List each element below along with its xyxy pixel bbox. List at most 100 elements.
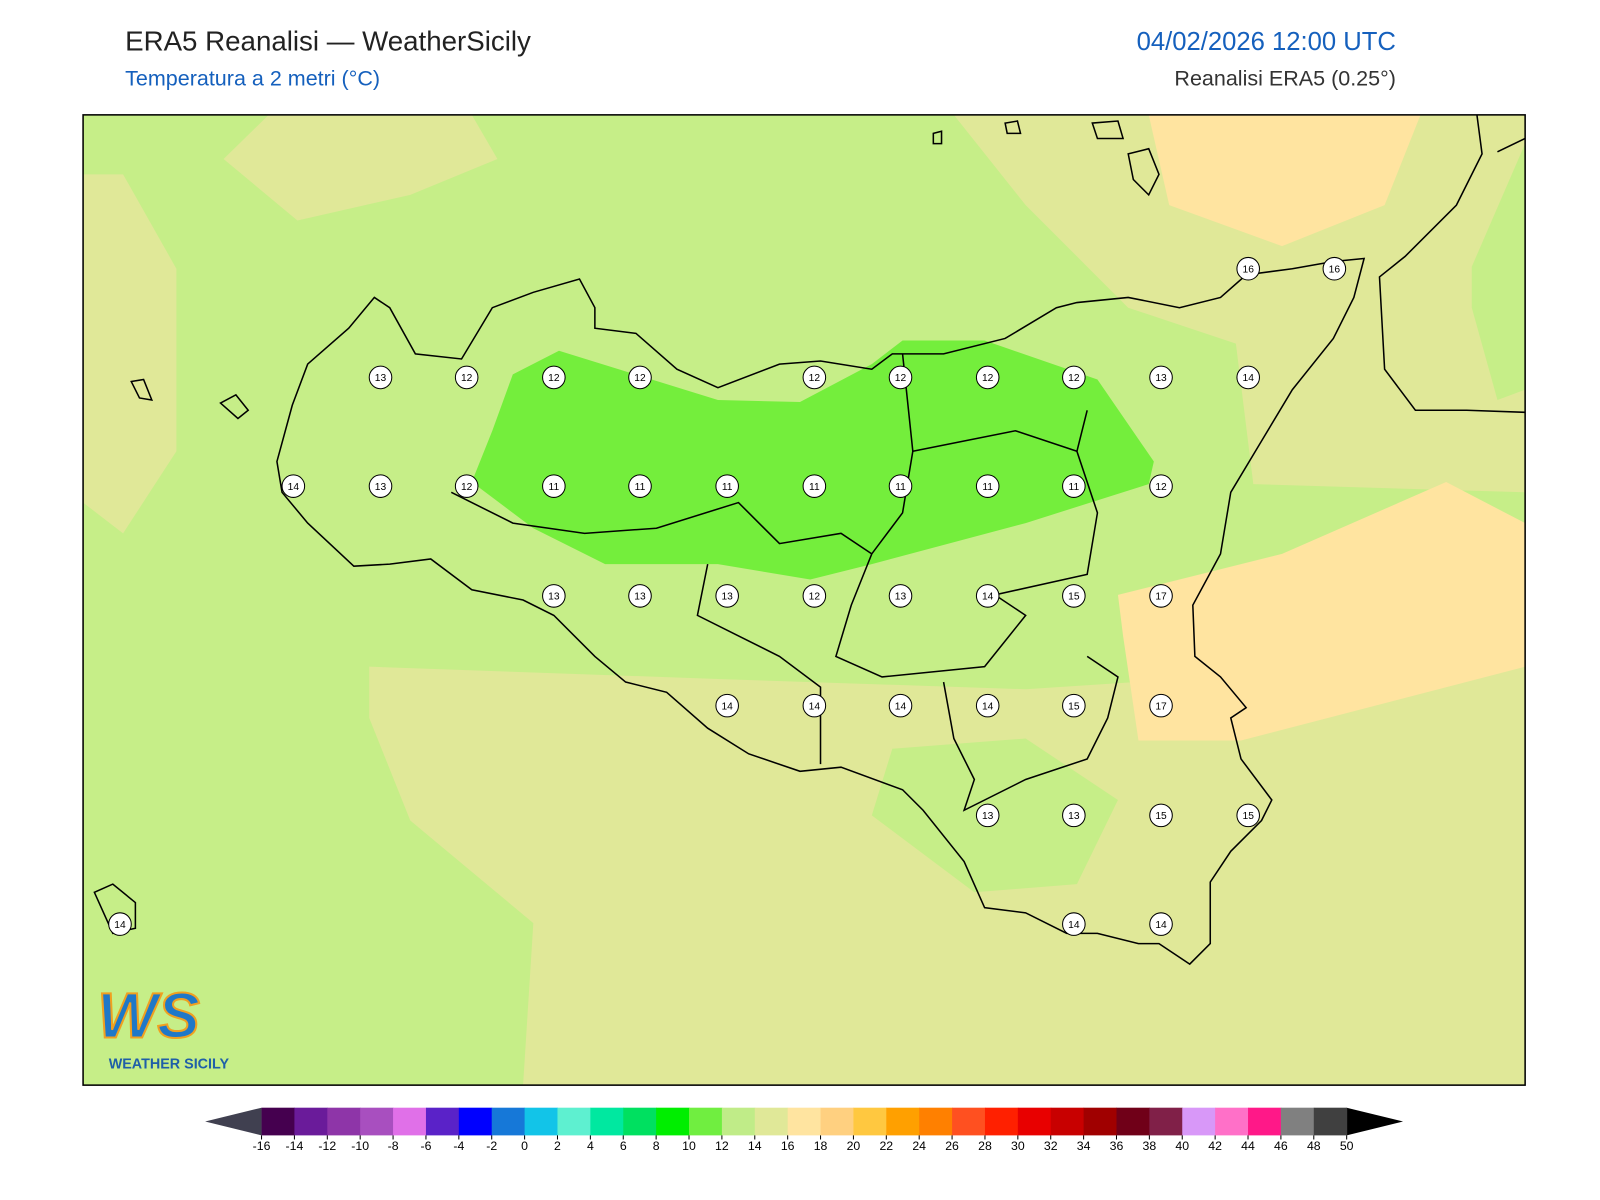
subtitle: Temperatura a 2 metri (°C) (125, 67, 380, 91)
colorbar-tick-label: -16 (253, 1139, 271, 1153)
station-marker (108, 912, 132, 936)
colorbar-bin (1050, 1107, 1085, 1136)
station-value: 14 (1243, 373, 1255, 384)
station-value: 14 (114, 920, 126, 931)
station-marker (542, 584, 566, 608)
station-value: 12 (809, 373, 821, 384)
station-marker (802, 693, 827, 718)
colorbar-bin (952, 1107, 986, 1136)
station-value: 13 (982, 811, 994, 822)
station-marker (1062, 365, 1086, 390)
colorbar-bin (1248, 1107, 1282, 1136)
station-value: 14 (721, 701, 733, 712)
field (1148, 114, 1421, 247)
colorbar-bin (886, 1107, 920, 1136)
colorbar-tick-label: 40 (1175, 1139, 1189, 1153)
colorbar-bin (393, 1107, 427, 1136)
colorbar-tick-label: -8 (388, 1139, 399, 1153)
colorbar-tick-label: 50 (1340, 1139, 1354, 1153)
station-marker (628, 365, 652, 390)
colorbar-bin (984, 1107, 1019, 1136)
colorbar-tick-label: -6 (420, 1139, 431, 1153)
colorbar-tick-label: 16 (781, 1139, 795, 1153)
colorbar-tick-label: 8 (653, 1139, 660, 1153)
colorbar-tick-label: 36 (1110, 1139, 1124, 1153)
colorbar-over (1346, 1107, 1404, 1136)
coastline (93, 114, 1526, 966)
station-value: 14 (982, 701, 994, 712)
station-value: 12 (895, 373, 907, 384)
colorbar-tick-label: 2 (554, 1139, 561, 1153)
field (223, 114, 498, 221)
colorbar-tick-label: 20 (847, 1139, 861, 1153)
datetime: 04/02/2026 12:00 UTC (1137, 28, 1396, 56)
station-marker (1062, 803, 1086, 828)
station-value: 14 (895, 701, 907, 712)
station-marker (628, 584, 652, 608)
station-marker (802, 474, 827, 498)
station-marker (628, 474, 652, 498)
station-marker (888, 693, 913, 718)
colorbar-tick-label: 24 (912, 1139, 926, 1153)
station-value: 16 (1329, 264, 1341, 275)
colorbar-tick-label: 48 (1307, 1139, 1321, 1153)
station-value: 13 (634, 592, 646, 603)
colorbar-bin (1116, 1107, 1150, 1136)
logo: WS WEATHER SICILY (96, 979, 230, 1072)
station-value: 14 (1155, 920, 1167, 931)
station-value: 11 (635, 482, 646, 493)
colorbar-under (205, 1107, 262, 1136)
colorbar-tick-label: 34 (1077, 1139, 1091, 1153)
station-value: 12 (982, 373, 994, 384)
logo-text: WEATHER SICILY (109, 1056, 230, 1072)
colorbar-bin (787, 1107, 822, 1136)
colorbar-bin (623, 1107, 657, 1136)
station-marker (542, 365, 566, 390)
station-value: 13 (1068, 811, 1080, 822)
station-marker (715, 474, 739, 498)
colorbar-bin (1017, 1107, 1052, 1136)
station-value: 13 (548, 592, 560, 603)
station-value: 13 (895, 592, 907, 603)
station-value: 13 (1155, 373, 1167, 384)
station-value: 12 (548, 373, 560, 384)
colorbar-tick-label: 28 (978, 1139, 992, 1153)
colorbar-tick-label: 14 (748, 1139, 762, 1153)
station-value: 14 (809, 701, 821, 712)
colorbar-bin (853, 1107, 887, 1136)
colorbar-bin (491, 1107, 526, 1136)
colorbar-tick-label: 44 (1241, 1139, 1255, 1153)
station-value: 15 (1068, 701, 1080, 712)
station-marker (1062, 912, 1086, 936)
colorbar-bin (820, 1107, 854, 1136)
colorbar-tick-label: 0 (521, 1139, 528, 1153)
station-value: 11 (982, 482, 993, 493)
station-marker (1149, 912, 1173, 936)
station-value: 15 (1155, 811, 1167, 822)
colorbar-bin (261, 1107, 295, 1136)
station-value: 14 (982, 592, 994, 603)
station-marker (1149, 584, 1173, 608)
station-marker (975, 365, 1000, 390)
station-value: 12 (1068, 373, 1080, 384)
field (953, 114, 1526, 493)
colorbar-bin (689, 1107, 723, 1136)
station-marker (542, 474, 566, 498)
station-value: 11 (895, 482, 906, 493)
colorbar-tick-label: 18 (814, 1139, 828, 1153)
colorbar-tick-label: 38 (1143, 1139, 1157, 1153)
colorbar-bin (919, 1107, 953, 1136)
colorbar-bin (656, 1107, 690, 1136)
station-marker (368, 365, 393, 390)
station-value: 17 (1155, 592, 1167, 603)
colorbar-bin (1280, 1107, 1315, 1136)
colorbar-tick-label: 32 (1044, 1139, 1058, 1153)
colorbar-tick-label: 22 (879, 1139, 893, 1153)
colorbar-tick-label: 30 (1011, 1139, 1025, 1153)
colorbar-bin (294, 1107, 328, 1136)
colorbar: -16 -14 -12 -10 -8 -6 -4 -2 0 2 4 6 8 10 12 14 16 18 20 22 2… (205, 1107, 1404, 1153)
colorbar-bin (557, 1107, 591, 1136)
station-marker (975, 693, 1000, 718)
station-marker (715, 584, 739, 608)
colorbar-bin (327, 1107, 361, 1136)
